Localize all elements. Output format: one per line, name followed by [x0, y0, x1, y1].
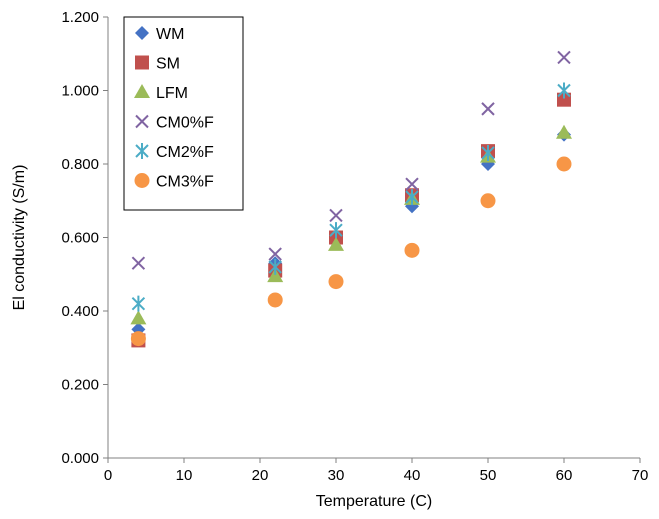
- data-point: [557, 82, 571, 99]
- x-tick-label: 30: [328, 467, 345, 484]
- data-point: [130, 310, 147, 325]
- data-point: [268, 247, 282, 261]
- series-cm0-f: [131, 50, 571, 270]
- legend-marker: [134, 84, 150, 98]
- data-point: [267, 292, 283, 308]
- data-point: [557, 92, 571, 107]
- legend-label: CM3%F: [156, 174, 214, 191]
- y-tick-label: 0.600: [61, 230, 99, 247]
- x-tick-label: 40: [404, 467, 421, 484]
- y-tick-label: 0.400: [61, 303, 99, 320]
- legend-marker: [135, 114, 149, 129]
- legend-label: LFM: [156, 85, 188, 102]
- x-tick-label: 50: [480, 467, 497, 484]
- legend-marker: [135, 26, 149, 40]
- legend-label: SM: [156, 56, 180, 73]
- legend-marker: [134, 173, 150, 188]
- legend: WM SM LFM CM0%F CM2%F CM3%F: [123, 16, 244, 211]
- data-points: [130, 50, 572, 348]
- legend-marker: [135, 55, 149, 70]
- data-point: [405, 189, 419, 206]
- x-axis-title: Temperature (C): [316, 493, 432, 510]
- y-tick-label: 1.000: [61, 83, 99, 100]
- legend-marker: [135, 143, 149, 159]
- y-tick-label: 1.200: [61, 9, 99, 26]
- x-tick-label: 70: [632, 467, 649, 484]
- x-tick-label: 0: [104, 467, 112, 484]
- data-point: [328, 236, 344, 251]
- data-point: [130, 331, 146, 347]
- x-axis: 0 10 20 30 40 50 60 70: [104, 457, 649, 484]
- data-point: [405, 177, 419, 191]
- data-point: [267, 268, 284, 283]
- data-point: [268, 258, 282, 275]
- x-tick-label: 60: [556, 467, 573, 484]
- data-point: [481, 144, 495, 161]
- y-tick-label: 0.200: [61, 377, 99, 394]
- y-axis: 0.000 0.200 0.400 0.600 0.800 1.000 1.200: [61, 9, 109, 467]
- data-point: [329, 222, 343, 239]
- series-cm3-f: [130, 156, 572, 347]
- data-point: [131, 295, 146, 312]
- series-cm2-f: [131, 82, 571, 312]
- y-axis-title: El conductivity (S/m): [11, 165, 28, 311]
- x-tick-label: 20: [252, 467, 269, 484]
- data-point: [481, 102, 495, 116]
- data-point: [480, 193, 496, 209]
- data-point: [404, 242, 420, 258]
- x-tick-label: 10: [176, 467, 193, 484]
- data-point: [328, 274, 344, 290]
- y-tick-label: 0.000: [61, 450, 99, 467]
- y-tick-label: 0.800: [61, 156, 99, 173]
- data-point: [556, 156, 572, 172]
- legend-label: CM2%F: [156, 144, 214, 161]
- data-point: [556, 124, 572, 139]
- legend-label: CM0%F: [156, 115, 214, 132]
- data-point: [557, 50, 571, 65]
- legend-label: WM: [156, 26, 184, 43]
- data-point: [131, 256, 146, 270]
- data-point: [329, 208, 343, 223]
